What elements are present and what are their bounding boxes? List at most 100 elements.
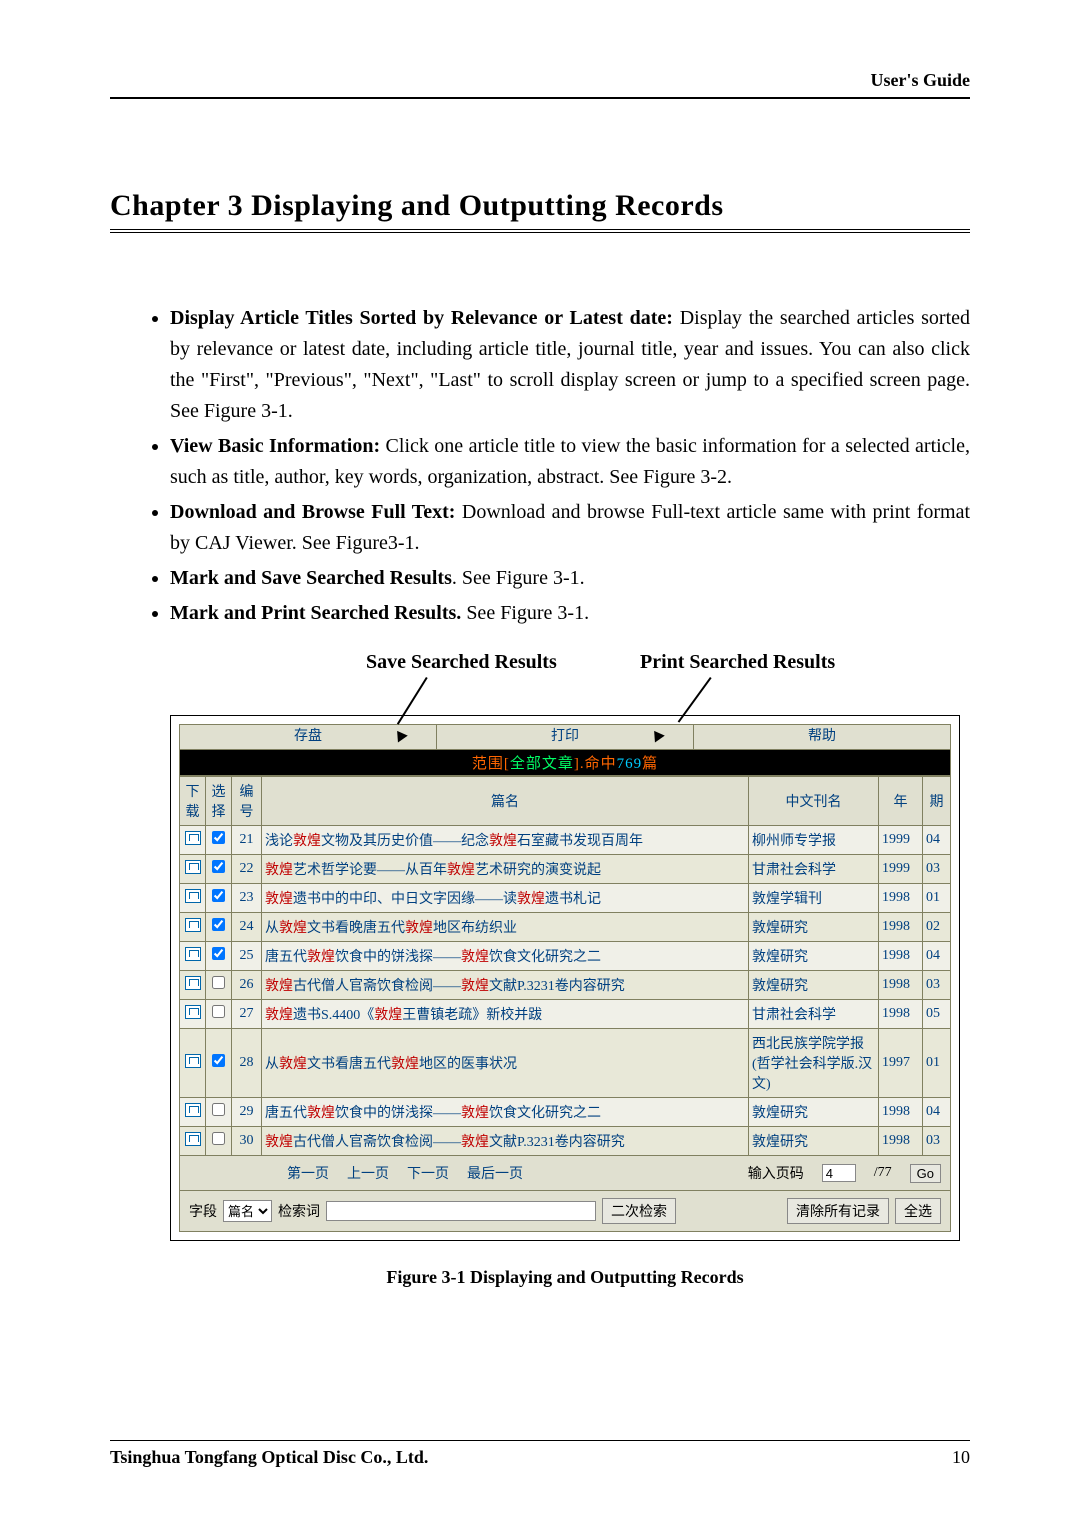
select-checkbox[interactable] (212, 860, 225, 873)
select-all-button[interactable]: 全选 (895, 1198, 941, 1224)
clear-button[interactable]: 清除所有记录 (787, 1198, 889, 1224)
year: 1998 (879, 971, 923, 1000)
select-checkbox[interactable] (212, 889, 225, 902)
row-no: 26 (232, 971, 262, 1000)
select-checkbox[interactable] (212, 918, 225, 931)
next-page[interactable]: 下一页 (407, 1163, 449, 1183)
issue: 02 (923, 913, 951, 942)
year: 1999 (879, 855, 923, 884)
issue: 04 (923, 826, 951, 855)
article-title-link[interactable]: 从敦煌文书看晚唐五代敦煌地区布纺织业 (265, 921, 517, 936)
field-select[interactable]: 篇名 (223, 1200, 272, 1222)
print-button[interactable]: 打印 (437, 725, 694, 749)
issue: 03 (923, 971, 951, 1000)
print-label: 打印 (551, 729, 579, 744)
issue: 03 (923, 855, 951, 884)
table-row: 24从敦煌文书看晚唐五代敦煌地区布纺织业敦煌研究199802 (180, 913, 951, 942)
download-icon[interactable] (185, 860, 201, 874)
row-no: 22 (232, 855, 262, 884)
year: 1997 (879, 1029, 923, 1098)
article-title-link[interactable]: 敦煌古代僧人官斋饮食检阅——敦煌文献P.3231卷内容研究 (265, 979, 625, 994)
page-input[interactable] (822, 1164, 856, 1182)
header-right: User's Guide (110, 70, 970, 99)
table-row: 23敦煌遗书中的中印、中日文字因缘——读敦煌遗书札记敦煌学辑刊199801 (180, 884, 951, 913)
filter-bar: 字段 篇名 检索词 二次检索 清除所有记录 全选 (183, 1195, 947, 1227)
select-checkbox[interactable] (212, 1054, 225, 1067)
first-page[interactable]: 第一页 (287, 1163, 329, 1183)
year: 1998 (879, 884, 923, 913)
download-icon[interactable] (185, 1132, 201, 1146)
table-row: 25唐五代敦煌饮食中的饼浅探——敦煌饮食文化研究之二敦煌研究199804 (180, 942, 951, 971)
year: 1998 (879, 1098, 923, 1127)
keyword-input[interactable] (326, 1201, 596, 1221)
select-checkbox[interactable] (212, 831, 225, 844)
article-title-link[interactable]: 敦煌古代僧人官斋饮食检阅——敦煌文献P.3231卷内容研究 (265, 1135, 625, 1150)
row-no: 28 (232, 1029, 262, 1098)
range-unit: 篇 (642, 756, 658, 772)
arrow-icon (649, 727, 665, 742)
save-label: 存盘 (294, 729, 322, 744)
issue: 04 (923, 1098, 951, 1127)
article-title-link[interactable]: 敦煌遗书S.4400《敦煌王曹镇老疏》新校并跋 (265, 1008, 542, 1023)
article-title-link[interactable]: 从敦煌文书看唐五代敦煌地区的医事状况 (265, 1057, 517, 1072)
last-page[interactable]: 最后一页 (467, 1163, 523, 1183)
issue: 03 (923, 1127, 951, 1156)
download-icon[interactable] (185, 976, 201, 990)
bullet-item: View Basic Information: Click one articl… (170, 431, 970, 493)
download-icon[interactable] (185, 947, 201, 961)
download-icon[interactable] (185, 918, 201, 932)
article-title-link[interactable]: 浅论敦煌文物及其历史价值——纪念敦煌石室藏书发现百周年 (265, 834, 643, 849)
journal-name: 甘肃社会科学 (749, 1000, 879, 1029)
arrow-icon (392, 727, 408, 742)
prev-page[interactable]: 上一页 (347, 1163, 389, 1183)
goto-label: 输入页码 (748, 1163, 804, 1183)
results-panel: 存盘 打印 帮助 范围[全部文章].命中769篇 下载 选择 编号 (170, 715, 960, 1241)
download-icon[interactable] (185, 1054, 201, 1068)
table-row: 30敦煌古代僧人官斋饮食检阅——敦煌文献P.3231卷内容研究敦煌研究19980… (180, 1127, 951, 1156)
article-title-link[interactable]: 敦煌艺术哲学论要——从百年敦煌艺术研究的演变说起 (265, 863, 601, 878)
col-year: 年 (879, 777, 923, 826)
help-button[interactable]: 帮助 (694, 725, 950, 749)
page-total: /77 (874, 1165, 892, 1181)
col-title: 篇名 (262, 777, 749, 826)
article-title-link[interactable]: 敦煌遗书中的中印、中日文字因缘——读敦煌遗书札记 (265, 892, 601, 907)
journal-name: 甘肃社会科学 (749, 855, 879, 884)
range-suffix: ].命中 (574, 756, 617, 772)
bullet-bold: Mark and Print Searched Results. (170, 602, 461, 624)
field-label: 字段 (189, 1201, 217, 1221)
article-title-link[interactable]: 唐五代敦煌饮食中的饼浅探——敦煌饮食文化研究之二 (265, 1106, 601, 1121)
bullet-bold: Download and Browse Full Text: (170, 501, 455, 523)
bullet-item: Download and Browse Full Text: Download … (170, 497, 970, 559)
download-icon[interactable] (185, 1103, 201, 1117)
select-checkbox[interactable] (212, 1132, 225, 1145)
research-button[interactable]: 二次检索 (602, 1198, 676, 1224)
chapter-title: Chapter 3 Displaying and Outputting Reco… (110, 189, 970, 233)
table-row: 27敦煌遗书S.4400《敦煌王曹镇老疏》新校并跋甘肃社会科学199805 (180, 1000, 951, 1029)
range-mid: 全部文章 (510, 756, 574, 772)
anno-save: Save Searched Results (366, 651, 557, 674)
download-icon[interactable] (185, 1005, 201, 1019)
figure-caption: Figure 3-1 Displaying and Outputting Rec… (170, 1267, 960, 1288)
journal-name: 敦煌学辑刊 (749, 884, 879, 913)
range-count: 769 (617, 756, 643, 772)
bullet-item: Mark and Print Searched Results. See Fig… (170, 598, 970, 629)
download-icon[interactable] (185, 889, 201, 903)
range-prefix: 范围[ (472, 756, 510, 772)
col-no: 编号 (232, 777, 262, 826)
save-button[interactable]: 存盘 (180, 725, 437, 749)
bullet-bold: Display Article Titles Sorted by Relevan… (170, 307, 673, 329)
download-icon[interactable] (185, 831, 201, 845)
row-no: 25 (232, 942, 262, 971)
select-checkbox[interactable] (212, 976, 225, 989)
select-checkbox[interactable] (212, 947, 225, 960)
go-button[interactable]: Go (910, 1164, 941, 1183)
row-no: 30 (232, 1127, 262, 1156)
select-checkbox[interactable] (212, 1103, 225, 1116)
col-download: 下载 (180, 777, 206, 826)
select-checkbox[interactable] (212, 1005, 225, 1018)
kw-label: 检索词 (278, 1201, 320, 1221)
anno-print: Print Searched Results (640, 651, 835, 674)
article-title-link[interactable]: 唐五代敦煌饮食中的饼浅探——敦煌饮食文化研究之二 (265, 950, 601, 965)
table-row: 21浅论敦煌文物及其历史价值——纪念敦煌石室藏书发现百周年柳州师专学报19990… (180, 826, 951, 855)
journal-name: 柳州师专学报 (749, 826, 879, 855)
